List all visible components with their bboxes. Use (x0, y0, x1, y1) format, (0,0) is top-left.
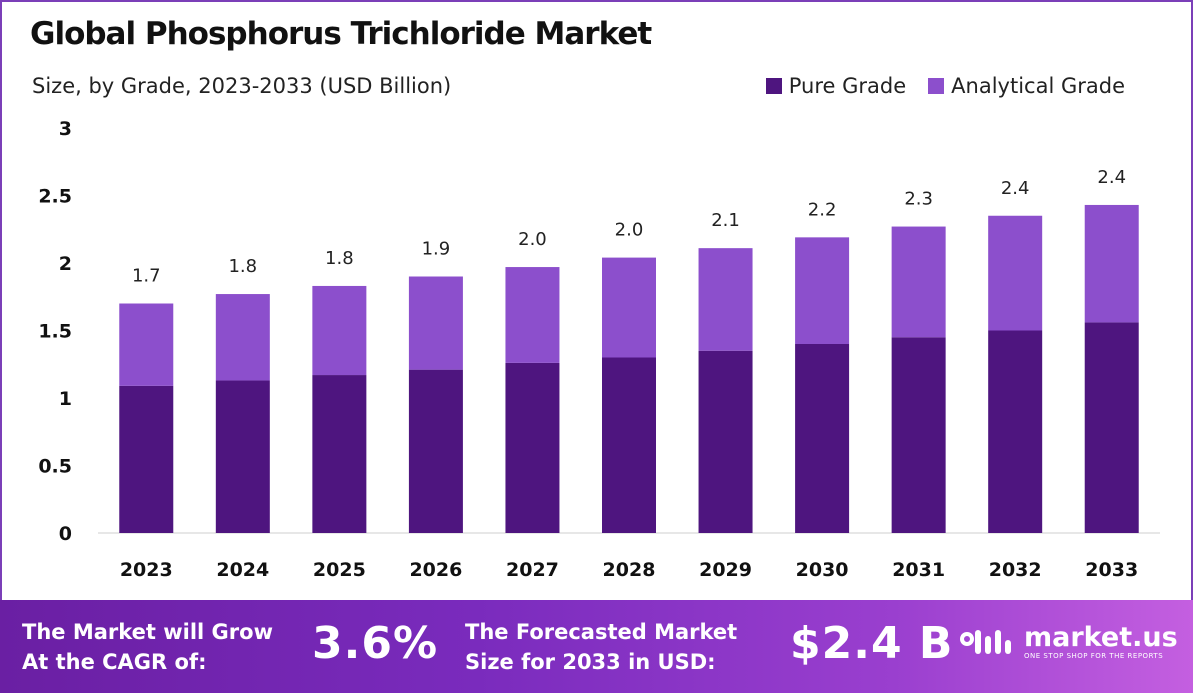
legend-swatch-analytical-grade (928, 78, 945, 94)
y-tick-label-4: 2 (59, 253, 72, 275)
x-tick-label-2023: 2023 (120, 559, 173, 581)
y-tick-label-6: 3 (59, 118, 72, 140)
x-tick-label-2033: 2033 (1085, 559, 1138, 581)
legend-swatch-pure-grade (765, 78, 782, 94)
cagr-text: The Market will Grow At the CAGR of: (22, 617, 273, 677)
brand-tagline: ONE STOP SHOP FOR THE REPORTS (1024, 652, 1164, 660)
x-tick-label-2026: 2026 (409, 559, 462, 581)
forecast-value: $2.4 B (790, 618, 954, 669)
bar-pure-grade-2023 (119, 385, 174, 533)
bar-chart: 0 0.5 1 1.5 2 2.5 3 1.7 2023 1.8 2024 1.8 2025 1.9 202… (38, 118, 1160, 581)
bar-pure-grade-2027 (505, 362, 560, 533)
y-tick-label-1: 0.5 (38, 456, 72, 478)
bar-pure-grade-2028 (602, 357, 656, 533)
brand-logo: market.us ONE STOP SHOP FOR THE REPORTS (960, 622, 1178, 662)
forecast-text-line2: Size for 2033 in USD: (465, 650, 716, 674)
brand-name: market.us (1024, 622, 1178, 653)
x-tick-label-2029: 2029 (699, 559, 752, 581)
forecast-text: The Forecasted Market Size for 2033 in U… (465, 617, 737, 677)
x-tick-label-2032: 2032 (989, 559, 1042, 581)
bar-pure-grade-2025 (312, 375, 367, 533)
cagr-value: 3.6% (312, 618, 439, 669)
bar-pure-grade-2029 (698, 350, 753, 533)
cagr-text-line2: At the CAGR of: (22, 650, 207, 674)
total-label-2024: 1.8 (228, 256, 257, 277)
bar-analytical-grade-2031 (891, 226, 946, 338)
total-label-2026: 1.9 (422, 239, 451, 260)
total-label-2031: 2.3 (904, 189, 933, 210)
bar-analytical-grade-2033 (1084, 204, 1139, 323)
bar-pure-grade-2033 (1084, 322, 1139, 533)
chart-legend: Pure Grade Analytical Grade (765, 74, 1125, 98)
legend-item-pure-grade: Pure Grade (765, 74, 907, 98)
bar-analytical-grade-2029 (698, 248, 753, 351)
total-label-2030: 2.2 (808, 199, 837, 220)
y-tick-label-2: 1 (59, 388, 72, 410)
y-tick-label-3: 1.5 (38, 321, 72, 343)
total-label-2032: 2.4 (1001, 178, 1030, 199)
bar-analytical-grade-2030 (795, 237, 850, 344)
x-tick-label-2031: 2031 (892, 559, 945, 581)
total-label-2025: 1.8 (325, 248, 354, 269)
y-tick-label-0: 0 (59, 523, 72, 545)
bar-analytical-grade-2024 (215, 294, 270, 381)
bar-pure-grade-2031 (891, 337, 946, 533)
bar-analytical-grade-2023 (119, 303, 174, 386)
bar-analytical-grade-2027 (505, 267, 560, 363)
bar-analytical-grade-2032 (988, 215, 1043, 331)
bar-analytical-grade-2026 (408, 276, 463, 370)
x-tick-label-2030: 2030 (796, 559, 849, 581)
bar-pure-grade-2030 (795, 344, 850, 533)
footer-banner: The Market will Grow At the CAGR of: 3.6… (0, 600, 1193, 693)
market-us-logo-icon (960, 630, 1011, 654)
y-tick-label-5: 2.5 (38, 186, 72, 208)
x-tick-label-2024: 2024 (216, 559, 269, 581)
forecast-text-line1: The Forecasted Market (465, 620, 738, 644)
x-tick-label-2025: 2025 (313, 559, 366, 581)
total-label-2028: 2.0 (615, 220, 644, 241)
chart-subtitle: Size, by Grade, 2023-2033 (USD Billion) (32, 74, 452, 98)
total-label-2023: 1.7 (132, 266, 161, 287)
total-label-2027: 2.0 (518, 229, 547, 250)
bar-pure-grade-2032 (988, 330, 1043, 533)
total-label-2033: 2.4 (1097, 167, 1126, 188)
cagr-text-line1: The Market will Grow (22, 620, 273, 644)
total-label-2029: 2.1 (711, 210, 740, 231)
bar-pure-grade-2026 (408, 369, 463, 533)
x-tick-label-2027: 2027 (506, 559, 559, 581)
bar-analytical-grade-2028 (602, 257, 656, 358)
legend-label-pure-grade: Pure Grade (788, 74, 907, 98)
bar-pure-grade-2024 (215, 380, 270, 533)
bar-analytical-grade-2025 (312, 285, 367, 376)
legend-label-analytical-grade: Analytical Grade (951, 74, 1125, 98)
legend-item-analytical-grade: Analytical Grade (928, 74, 1125, 98)
x-tick-label-2028: 2028 (603, 559, 656, 581)
chart-title: Global Phosphorus Trichloride Market (30, 16, 652, 52)
